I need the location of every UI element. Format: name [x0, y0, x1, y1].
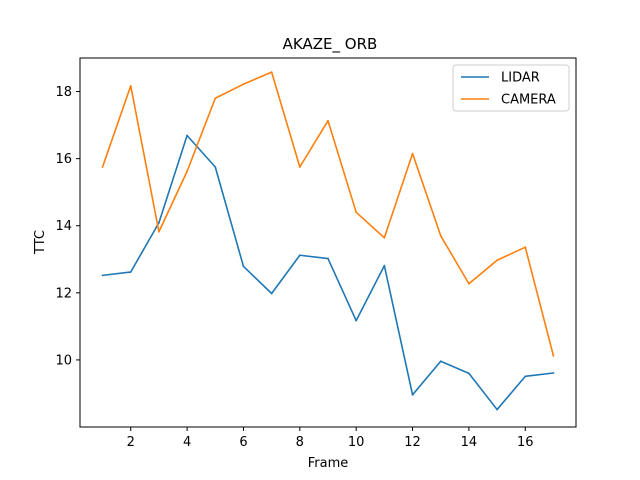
data-point-lidar [524, 375, 527, 378]
data-point-lidar [270, 292, 273, 295]
data-point-camera [552, 354, 555, 357]
y-tick-label: 14 [55, 219, 72, 234]
plot-frame [79, 57, 577, 428]
data-point-camera [524, 246, 527, 249]
chart-title: AKAZE_ ORB [283, 35, 378, 54]
data-point-lidar [242, 265, 245, 268]
data-point-lidar [355, 319, 358, 322]
data-point-camera [270, 71, 273, 73]
data-point-lidar [327, 257, 329, 260]
data-point-lidar [552, 372, 555, 374]
y-tick-label: 12 [55, 286, 72, 301]
data-point-camera [411, 152, 414, 155]
x-axis-ticks: 2 4 6 8 10 12 14 16 [127, 427, 534, 450]
data-point-lidar [158, 221, 160, 224]
x-tick-label: 2 [127, 435, 135, 450]
data-point-camera [298, 166, 301, 168]
y-tick-label: 10 [55, 353, 72, 368]
data-point-camera [355, 211, 358, 214]
series-layer [101, 71, 555, 411]
x-tick-label: 6 [239, 435, 247, 450]
data-point-lidar [468, 372, 470, 375]
legend: LIDAR CAMERA [452, 64, 570, 112]
data-point-lidar [298, 254, 301, 257]
data-point-camera [383, 236, 386, 239]
data-point-camera [158, 230, 160, 233]
data-point-camera [129, 84, 132, 87]
y-axis-label: TTC [33, 230, 48, 255]
x-tick-label: 8 [296, 435, 304, 450]
data-point-camera [468, 282, 470, 285]
y-tick-label: 18 [55, 85, 72, 100]
legend-label-lidar: LIDAR [501, 71, 540, 86]
data-point-lidar [439, 360, 442, 363]
y-axis-ticks: 10 12 14 16 18 [55, 85, 80, 368]
legend-label-camera: CAMERA [501, 93, 556, 108]
data-point-lidar [186, 134, 188, 137]
x-tick-label: 14 [461, 435, 478, 450]
data-point-camera [496, 259, 498, 262]
data-point-lidar [129, 271, 132, 273]
x-tick-label: 12 [404, 435, 421, 450]
x-tick-label: 4 [183, 435, 191, 450]
series-line-lidar [102, 134, 554, 411]
data-point-camera [439, 234, 442, 237]
data-point-lidar [411, 393, 414, 396]
y-tick-label: 16 [55, 152, 72, 167]
series-line-camera [101, 71, 555, 357]
x-tick-label: 10 [348, 435, 365, 450]
data-point-lidar [214, 166, 217, 168]
data-point-lidar [383, 264, 386, 267]
x-tick-label: 16 [517, 435, 534, 450]
x-axis-label: Frame [308, 456, 349, 471]
data-point-camera [214, 97, 217, 100]
data-point-lidar [496, 408, 498, 411]
data-point-camera [327, 119, 329, 122]
data-point-lidar [101, 274, 104, 277]
data-point-camera [101, 166, 104, 168]
data-point-camera [186, 170, 188, 173]
data-point-camera [242, 83, 245, 86]
